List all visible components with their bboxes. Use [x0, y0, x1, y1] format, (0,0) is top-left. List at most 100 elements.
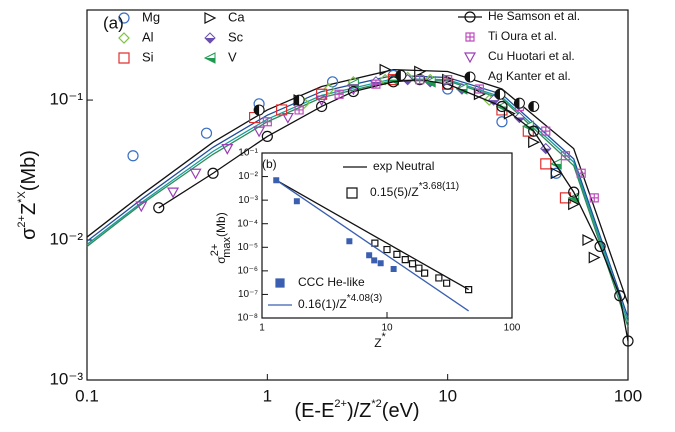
label-part: *2 — [371, 398, 381, 410]
marker — [589, 193, 599, 203]
label-part: (eV) — [382, 400, 420, 422]
marker — [567, 192, 580, 204]
x-axis-label: (E-E2+)/Z*2(eV) — [294, 398, 419, 422]
label-part: *3.68(11) — [419, 181, 459, 192]
marker — [261, 130, 273, 143]
marker — [463, 52, 477, 64]
marker — [383, 245, 391, 254]
marker — [294, 105, 304, 115]
marker — [474, 84, 485, 94]
y-tick-label: 10⁻² — [49, 230, 83, 249]
marker — [127, 150, 139, 162]
y-tick-label: 10⁻⁸ — [237, 313, 258, 324]
marker — [494, 88, 506, 100]
marker — [541, 126, 551, 136]
panel-label: (a) — [103, 13, 124, 32]
label-part: 2+ — [16, 215, 28, 228]
fit-curve — [86, 68, 629, 305]
marker — [276, 104, 288, 116]
label-part: (Mb) — [18, 150, 40, 191]
label-part: 0.15(5)/Z — [370, 185, 419, 199]
y-tick-label: 10⁻³ — [49, 369, 83, 388]
marker — [316, 100, 328, 113]
marker — [347, 84, 360, 96]
marker-part — [205, 38, 215, 43]
series-line — [275, 179, 469, 291]
marker — [379, 63, 392, 76]
marker — [513, 97, 525, 109]
label-part: 0.16(1)/Z — [298, 297, 347, 311]
marker — [293, 94, 305, 106]
label-part: *X — [16, 191, 28, 203]
legend-label: Al — [142, 29, 154, 44]
marker — [118, 32, 130, 44]
marker-part — [395, 70, 401, 81]
label-part: 2+ — [334, 398, 347, 410]
x-tick-label: 0.1 — [75, 386, 99, 405]
marker — [118, 52, 130, 64]
marker — [118, 12, 130, 24]
legend-label: exp Neutral — [373, 159, 434, 173]
marker-part — [494, 89, 500, 100]
y-axis-label: σ2+Z*X(Mb) — [16, 150, 40, 240]
marker — [346, 187, 358, 199]
legend-label: Ti Oura et al. — [488, 29, 557, 43]
marker — [347, 85, 359, 98]
legend-label: Si — [142, 49, 154, 64]
marker — [614, 290, 626, 302]
marker — [207, 167, 219, 179]
marker — [415, 75, 425, 85]
marker — [582, 234, 595, 247]
legend-label: Mg — [142, 9, 160, 24]
marker — [496, 116, 508, 128]
legend-label: Ag Kanter et al. — [488, 69, 571, 83]
marker — [390, 265, 397, 272]
marker — [435, 274, 443, 282]
marker — [366, 252, 373, 259]
y-tick-label: 10⁻⁴ — [237, 218, 258, 229]
marker — [528, 136, 541, 149]
y-axis-label: σ2+max(Mb) — [209, 212, 233, 263]
x-tick-label: 10 — [438, 386, 457, 405]
marker-part — [294, 95, 300, 106]
legend-label: Cu Huotari et al. — [488, 49, 575, 63]
marker — [334, 89, 344, 99]
marker — [153, 202, 165, 214]
x-tick-label: 1 — [263, 386, 272, 405]
marker — [281, 112, 294, 124]
marker-part — [540, 148, 551, 154]
marker — [528, 100, 540, 112]
marker — [323, 83, 335, 95]
label-part: 2+ — [209, 244, 221, 257]
label-part: σ — [18, 227, 40, 240]
marker — [503, 107, 516, 120]
legend-label: 0.16(1)/Z*4.08(3) — [298, 293, 382, 312]
marker — [262, 117, 272, 127]
marker — [464, 71, 476, 83]
marker — [568, 198, 581, 211]
y-tick-label: 10⁻⁵ — [237, 242, 258, 253]
marker — [253, 104, 265, 116]
marker — [395, 69, 407, 81]
marker — [568, 186, 580, 198]
x-tick-label: 100 — [504, 323, 521, 334]
x-axis-label: Z* — [374, 331, 386, 350]
y-tick-label: 10⁻⁷ — [238, 289, 258, 300]
legend-label: Ca — [228, 9, 245, 24]
label-part: max — [221, 236, 233, 257]
y-tick-label: 10⁻⁶ — [237, 265, 258, 276]
label-part: Z — [374, 336, 381, 350]
marker — [253, 126, 266, 138]
marker — [315, 95, 328, 107]
marker — [594, 240, 606, 253]
marker — [189, 168, 202, 180]
marker — [414, 65, 427, 78]
marker — [560, 151, 571, 161]
label-part: σ — [214, 256, 228, 264]
panel-label: (b) — [262, 157, 277, 171]
label-part: Z — [18, 203, 40, 215]
label-part: * — [382, 331, 387, 343]
y-tick-label: 10⁻¹ — [49, 90, 83, 109]
marker — [443, 279, 451, 287]
